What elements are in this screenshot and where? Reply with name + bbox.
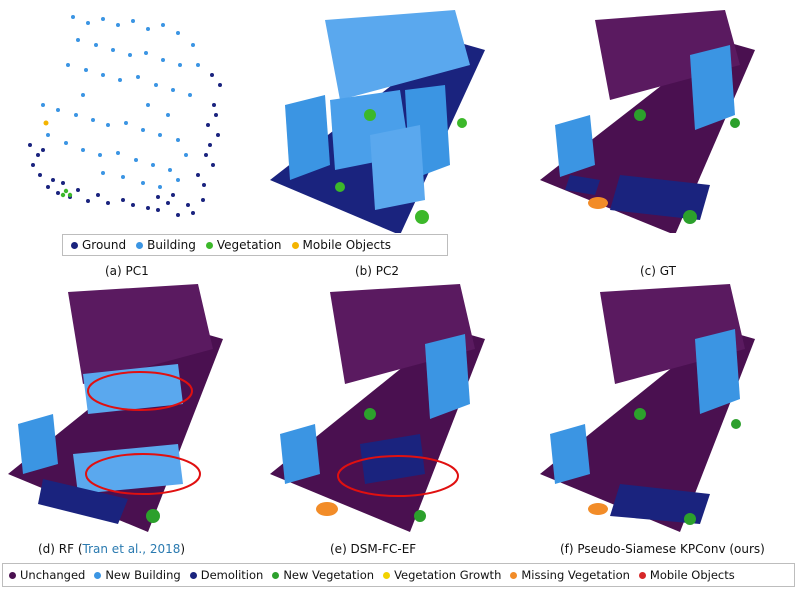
tree bbox=[415, 210, 429, 224]
legend-new-building-label: New Building bbox=[105, 568, 181, 582]
legend-building-swatch bbox=[136, 241, 144, 249]
legend-new-vegetation: New Vegetation bbox=[272, 568, 374, 582]
demolition bbox=[610, 484, 710, 524]
legend-unchanged-label: Unchanged bbox=[20, 568, 86, 582]
new-building bbox=[18, 414, 58, 474]
legend-new-vegetation-label: New Vegetation bbox=[283, 568, 375, 582]
new-building bbox=[280, 424, 320, 484]
panel-dsm-fc-ef bbox=[270, 284, 495, 534]
panel-gt bbox=[540, 5, 765, 233]
new-vegetation bbox=[731, 419, 741, 429]
tree bbox=[364, 109, 376, 121]
legend-building: Building bbox=[136, 238, 196, 252]
new-vegetation bbox=[634, 109, 646, 121]
new-building bbox=[550, 424, 590, 484]
tree bbox=[335, 182, 345, 192]
legend-vegetation: Vegetation bbox=[205, 238, 282, 252]
mobile-object-point bbox=[43, 120, 49, 126]
new-building bbox=[690, 45, 735, 130]
unchanged-building bbox=[595, 10, 740, 100]
caption-d-citation[interactable]: Tran et al., 2018 bbox=[82, 542, 181, 556]
unchanged-building bbox=[68, 284, 213, 384]
legend-mobile-objects-change: Mobile Objects bbox=[638, 568, 735, 582]
legend-unchanged: Unchanged bbox=[9, 568, 85, 582]
legend-mobile-objects-change-label: Mobile Objects bbox=[649, 568, 735, 582]
legend-mobile-swatch bbox=[291, 241, 299, 249]
legend-missing-vegetation-label: Missing Vegetation bbox=[521, 568, 630, 582]
legend-demolition-swatch bbox=[189, 571, 197, 579]
panel-kpconv bbox=[540, 284, 765, 534]
unchanged-building bbox=[330, 284, 475, 384]
new-building bbox=[425, 334, 470, 419]
demolition bbox=[360, 434, 425, 484]
legend-new-building: New Building bbox=[94, 568, 181, 582]
caption-d-close: ) bbox=[180, 542, 186, 556]
panel-pc1 bbox=[8, 5, 228, 233]
caption-f: (f) Pseudo-Siamese KPConv (ours) bbox=[560, 542, 765, 556]
new-vegetation bbox=[634, 408, 646, 420]
new-building bbox=[555, 115, 595, 177]
new-vegetation bbox=[683, 210, 697, 224]
top-legend: Ground Building Vegetation Mobile Object… bbox=[62, 234, 448, 256]
legend-missing-vegetation: Missing Vegetation bbox=[510, 568, 630, 582]
demolition bbox=[38, 479, 128, 524]
missing-vegetation bbox=[588, 503, 608, 515]
legend-mobile-objects: Mobile Objects bbox=[291, 238, 392, 252]
legend-vegetation-growth-swatch bbox=[383, 571, 391, 579]
new-vegetation bbox=[414, 510, 426, 522]
bottom-legend: Unchanged New Building Demolition New Ve… bbox=[2, 563, 795, 587]
unchanged-building bbox=[600, 284, 745, 384]
new-vegetation bbox=[146, 509, 160, 523]
new-building bbox=[695, 329, 740, 414]
building-block bbox=[325, 10, 470, 100]
missing-vegetation bbox=[316, 502, 338, 516]
new-vegetation bbox=[684, 513, 696, 525]
legend-building-label: Building bbox=[147, 238, 196, 252]
caption-e: (e) DSM-FC-EF bbox=[330, 542, 417, 556]
demolition bbox=[565, 175, 600, 195]
legend-demolition-label: Demolition bbox=[200, 568, 264, 582]
legend-vegetation-label: Vegetation bbox=[216, 238, 282, 252]
highlight-ellipse bbox=[337, 455, 459, 497]
highlight-ellipse bbox=[85, 453, 201, 495]
highlight-ellipse bbox=[87, 371, 193, 411]
building-block bbox=[285, 95, 330, 180]
new-vegetation bbox=[730, 118, 740, 128]
panel-rf bbox=[8, 284, 233, 534]
legend-vegetation-growth: Vegetation Growth bbox=[383, 568, 501, 582]
caption-d-text: (d) RF ( bbox=[38, 542, 83, 556]
missing-vegetation bbox=[588, 197, 608, 209]
caption-a: (a) PC1 bbox=[105, 264, 149, 278]
legend-new-building-swatch bbox=[94, 571, 102, 579]
legend-demolition: Demolition bbox=[189, 568, 264, 582]
legend-mobile-objects-change-swatch bbox=[638, 571, 646, 579]
legend-unchanged-swatch bbox=[9, 571, 16, 579]
caption-c: (c) GT bbox=[640, 264, 676, 278]
legend-mobile-label: Mobile Objects bbox=[302, 238, 392, 252]
legend-new-vegetation-swatch bbox=[272, 571, 280, 579]
legend-ground-label: Ground bbox=[82, 238, 127, 252]
building-points bbox=[41, 15, 200, 189]
legend-ground-swatch bbox=[71, 241, 78, 249]
vegetation-points bbox=[60, 188, 73, 198]
demolition bbox=[610, 175, 710, 220]
legend-vegetation-growth-label: Vegetation Growth bbox=[394, 568, 502, 582]
legend-vegetation-swatch bbox=[205, 241, 213, 249]
building-block bbox=[370, 125, 425, 210]
caption-b: (b) PC2 bbox=[355, 264, 400, 278]
caption-d: (d) RF (Tran et al., 2018) bbox=[38, 542, 185, 556]
tree bbox=[457, 118, 467, 128]
legend-missing-vegetation-swatch bbox=[510, 571, 518, 579]
panel-pc2 bbox=[270, 5, 495, 233]
new-vegetation bbox=[364, 408, 376, 420]
new-building bbox=[73, 444, 183, 494]
legend-ground: Ground bbox=[71, 238, 126, 252]
ground-points bbox=[28, 73, 222, 217]
